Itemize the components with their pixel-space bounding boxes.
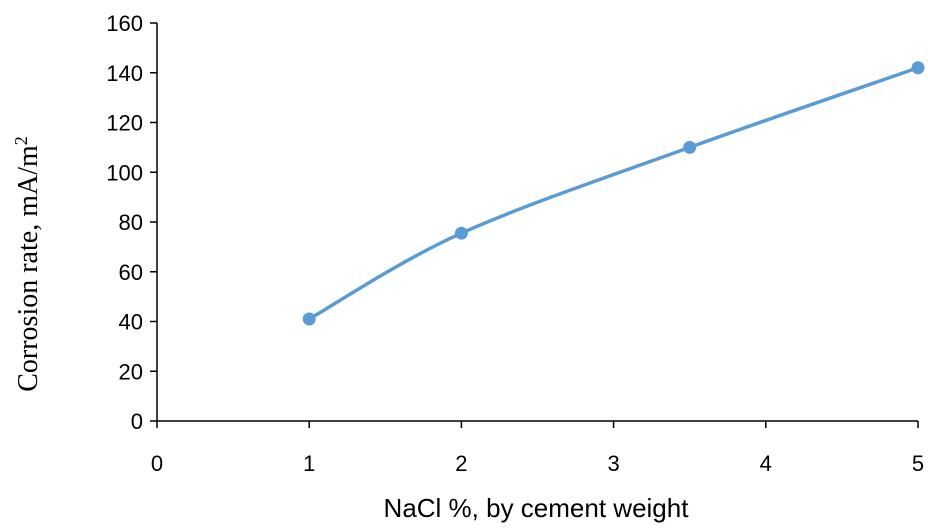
y-tick-label: 100 [106, 160, 143, 185]
data-point [911, 61, 925, 75]
series-layer [302, 61, 925, 326]
axes [156, 23, 918, 422]
y-tick-label: 60 [119, 260, 143, 285]
x-tick-label: 0 [151, 451, 163, 476]
data-point [302, 312, 316, 326]
y-axis-title-superscript: 2 [11, 136, 31, 145]
y-tick-label: 160 [106, 11, 143, 36]
y-tick-label: 120 [106, 111, 143, 136]
data-point [683, 140, 697, 154]
y-axis-title: Corrosion rate, mA/m2 [11, 136, 44, 392]
x-tick-label: 2 [455, 451, 467, 476]
x-tick-label: 3 [607, 451, 619, 476]
y-tick-label: 40 [119, 310, 143, 335]
x-tick-label: 5 [912, 451, 924, 476]
x-axis-title: NaCl %, by cement weight [384, 493, 690, 523]
y-axis-title-text: Corrosion rate, mA/m [13, 145, 44, 392]
y-ticks: 0 20 40 60 80 100 120 140 160 [106, 11, 157, 434]
series-line [307, 66, 920, 321]
x-tick-label: 1 [303, 451, 315, 476]
y-tick-label: 80 [119, 210, 143, 235]
y-tick-label: 140 [106, 61, 143, 86]
y-tick-label: 0 [131, 409, 143, 434]
x-tick-label: 4 [760, 451, 772, 476]
x-ticks: 0 1 2 3 4 5 [151, 421, 924, 476]
y-tick-label: 20 [119, 359, 143, 384]
data-point [454, 226, 468, 240]
